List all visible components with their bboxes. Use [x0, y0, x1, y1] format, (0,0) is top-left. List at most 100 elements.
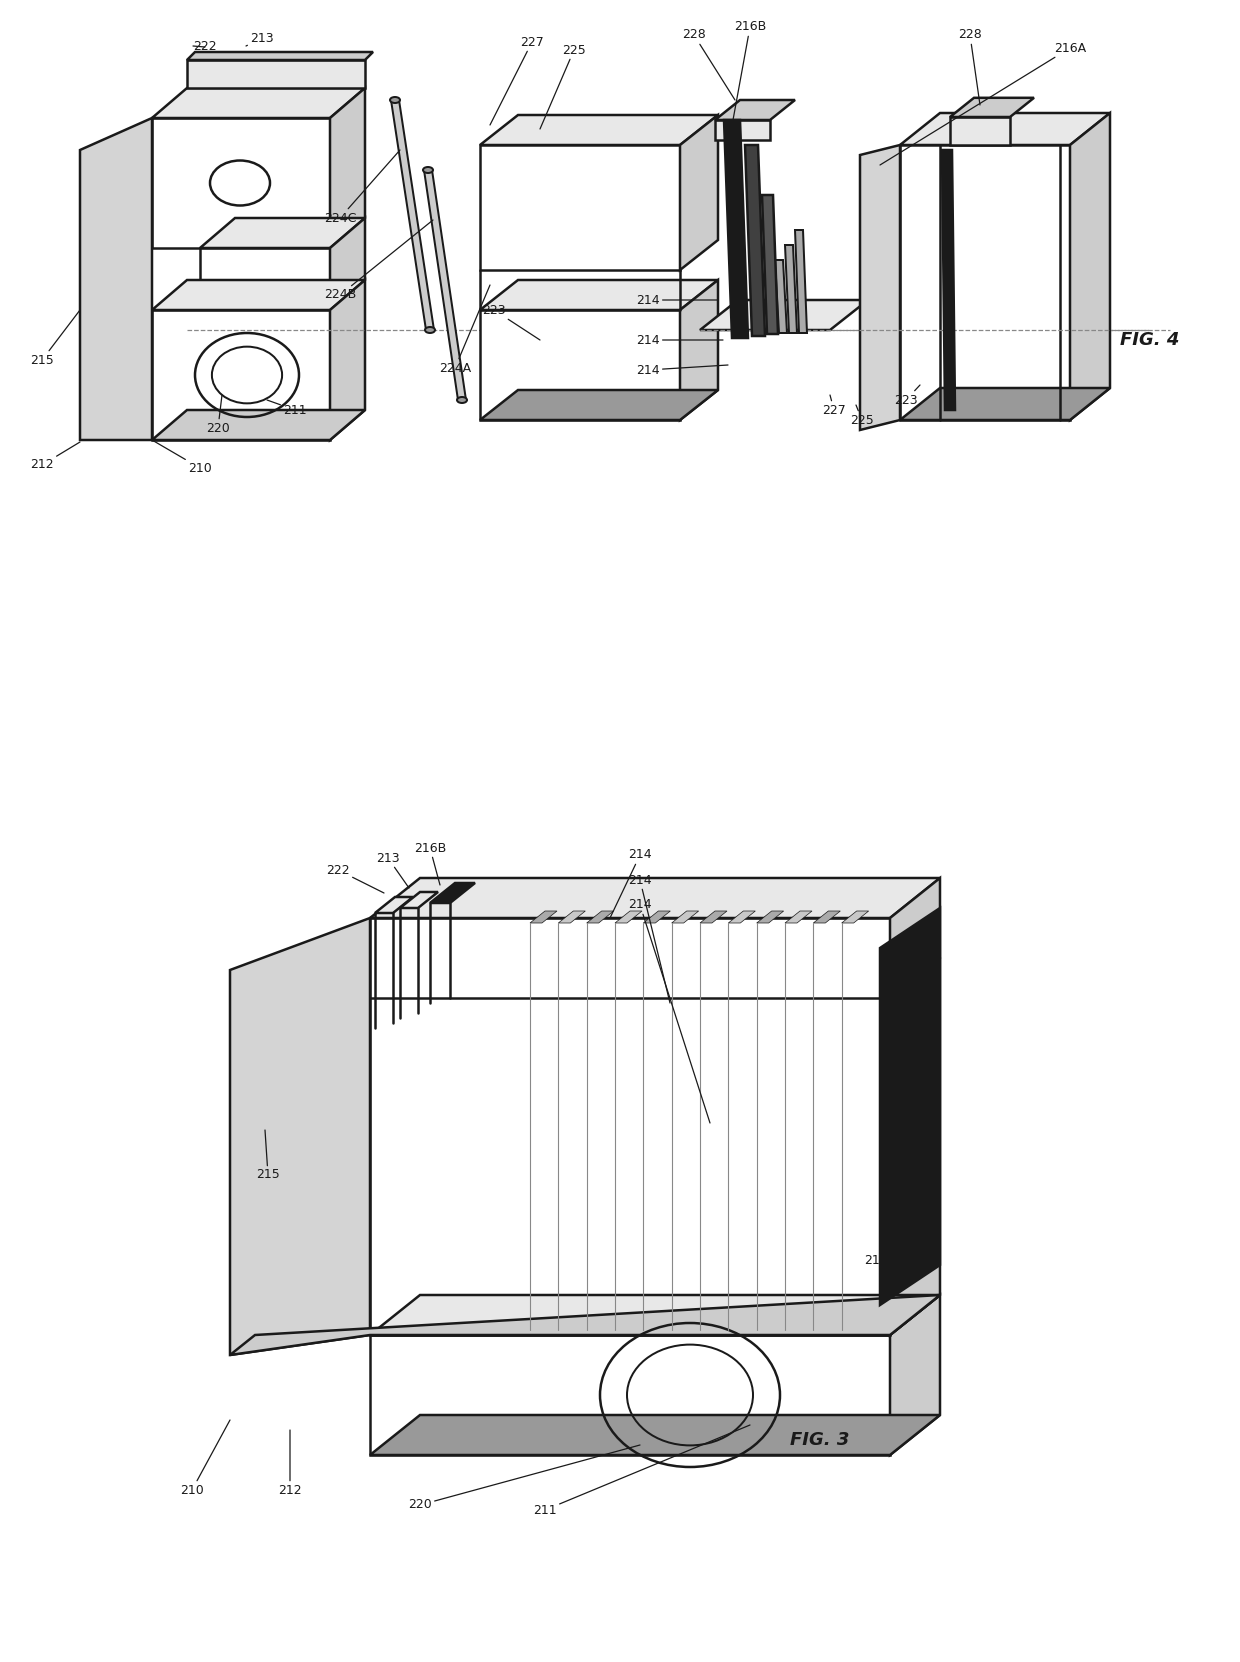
Ellipse shape: [458, 397, 467, 402]
Polygon shape: [391, 100, 434, 331]
Text: 211: 211: [267, 401, 306, 417]
Polygon shape: [330, 279, 365, 440]
Polygon shape: [153, 411, 365, 440]
Polygon shape: [480, 279, 718, 311]
Text: 214: 214: [636, 364, 728, 377]
Text: 227: 227: [822, 396, 846, 417]
Polygon shape: [701, 911, 727, 922]
Polygon shape: [728, 911, 755, 922]
Text: 224B: 224B: [324, 219, 433, 301]
Polygon shape: [644, 911, 671, 922]
Polygon shape: [701, 301, 868, 331]
Text: 223: 223: [894, 386, 920, 407]
Polygon shape: [558, 911, 585, 922]
Polygon shape: [890, 878, 940, 1335]
Polygon shape: [763, 194, 777, 334]
Text: 225: 225: [851, 406, 874, 427]
Polygon shape: [370, 917, 890, 1335]
Polygon shape: [950, 116, 1011, 145]
Polygon shape: [187, 52, 373, 60]
Polygon shape: [942, 150, 955, 411]
Text: 216A: 216A: [880, 42, 1086, 165]
Polygon shape: [715, 100, 795, 120]
Text: 214: 214: [629, 874, 670, 1002]
Polygon shape: [370, 1295, 940, 1335]
Text: 216B: 216B: [414, 841, 446, 884]
Text: 214: 214: [610, 849, 652, 917]
Polygon shape: [480, 115, 718, 145]
Polygon shape: [153, 279, 365, 311]
Polygon shape: [672, 911, 698, 922]
Polygon shape: [680, 279, 718, 420]
Polygon shape: [187, 60, 365, 88]
Text: 228: 228: [682, 28, 735, 100]
Polygon shape: [370, 1414, 940, 1454]
Polygon shape: [795, 229, 807, 332]
Polygon shape: [1070, 113, 1110, 420]
Text: 214: 214: [636, 294, 718, 306]
Polygon shape: [370, 1295, 940, 1335]
Text: 211: 211: [533, 1424, 750, 1516]
Text: 210: 210: [180, 1419, 229, 1496]
Text: 228: 228: [959, 28, 982, 105]
Polygon shape: [900, 387, 1110, 420]
Polygon shape: [229, 1295, 940, 1355]
Polygon shape: [153, 311, 330, 440]
Text: FIG. 4: FIG. 4: [1120, 331, 1179, 349]
Text: 212: 212: [30, 442, 81, 472]
Polygon shape: [370, 1335, 890, 1454]
Polygon shape: [615, 911, 642, 922]
Polygon shape: [330, 218, 365, 311]
Text: 212: 212: [278, 1429, 301, 1496]
Polygon shape: [229, 917, 370, 1355]
Polygon shape: [756, 911, 784, 922]
Ellipse shape: [423, 166, 433, 173]
Polygon shape: [430, 883, 475, 902]
Polygon shape: [724, 120, 748, 337]
Polygon shape: [785, 911, 812, 922]
Polygon shape: [200, 248, 330, 311]
Text: 220: 220: [408, 1444, 640, 1511]
Polygon shape: [715, 120, 770, 140]
Polygon shape: [480, 311, 680, 420]
Text: 222: 222: [326, 864, 384, 892]
Text: 215: 215: [257, 1130, 280, 1182]
Polygon shape: [680, 115, 718, 269]
Polygon shape: [785, 244, 797, 332]
Polygon shape: [529, 911, 557, 922]
Polygon shape: [842, 911, 869, 922]
Polygon shape: [775, 259, 787, 332]
Ellipse shape: [425, 327, 435, 332]
Polygon shape: [401, 892, 438, 907]
Text: 210: 210: [153, 440, 212, 474]
Text: 214: 214: [636, 334, 723, 346]
Text: 222: 222: [193, 40, 217, 53]
Text: 224A: 224A: [439, 284, 490, 374]
Text: 227: 227: [490, 35, 544, 125]
Polygon shape: [813, 911, 841, 922]
Ellipse shape: [391, 96, 401, 103]
Polygon shape: [370, 878, 940, 917]
Text: 225: 225: [539, 43, 585, 130]
Text: 213: 213: [246, 32, 274, 47]
Polygon shape: [200, 218, 365, 248]
Polygon shape: [745, 145, 765, 336]
Polygon shape: [480, 391, 718, 420]
Text: 215: 215: [30, 311, 81, 367]
Polygon shape: [861, 145, 900, 430]
Polygon shape: [153, 118, 330, 248]
Polygon shape: [330, 88, 365, 248]
Polygon shape: [587, 911, 614, 922]
Text: FIG. 3: FIG. 3: [790, 1431, 849, 1449]
Polygon shape: [480, 145, 680, 269]
Text: 216A: 216A: [864, 1253, 935, 1266]
Polygon shape: [153, 88, 365, 118]
Polygon shape: [900, 145, 1070, 420]
Polygon shape: [890, 1295, 940, 1454]
Text: 216B: 216B: [733, 20, 766, 120]
Polygon shape: [950, 98, 1034, 116]
Polygon shape: [81, 118, 153, 440]
Text: 223: 223: [482, 304, 539, 341]
Text: 220: 220: [206, 396, 229, 434]
Polygon shape: [880, 907, 940, 1305]
